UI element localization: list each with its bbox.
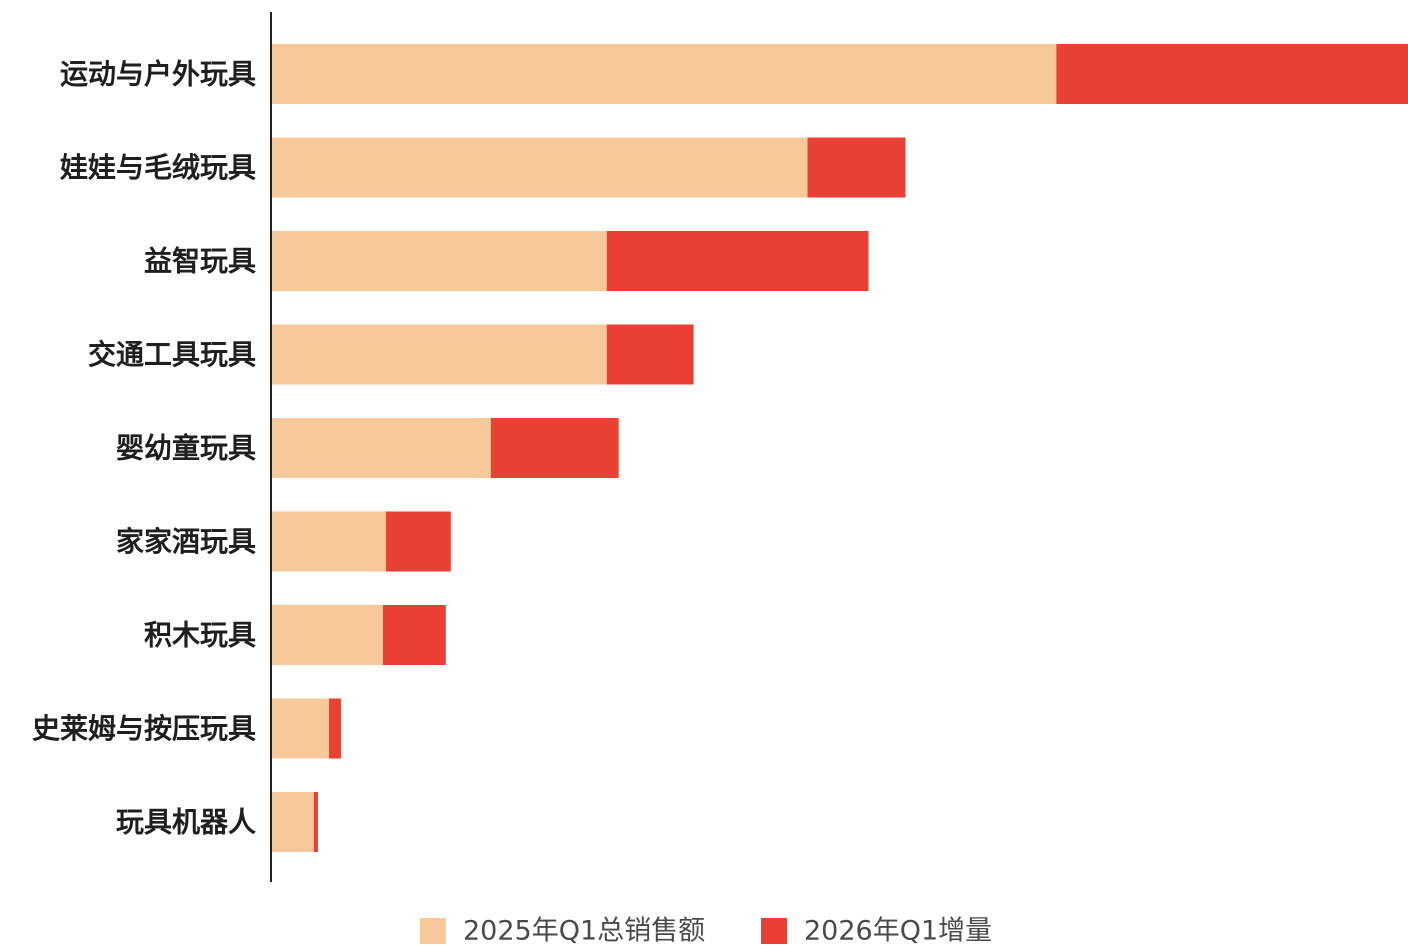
bar-increment-5	[385, 511, 451, 572]
category-label-7: 史莱姆与按压玩具	[32, 712, 256, 745]
bar-base-4	[271, 418, 491, 478]
category-label-8: 玩具机器人	[116, 806, 256, 839]
legend-swatch-1	[761, 918, 787, 944]
bar-increment-0	[1056, 44, 1408, 104]
bar-increment-7	[328, 698, 341, 759]
legend-label-0: 2025年Q1总销售额	[463, 916, 705, 947]
bar-base-0	[271, 44, 1057, 104]
category-label-6: 积木玩具	[144, 619, 256, 652]
bar-increment-4	[490, 418, 619, 478]
bar-increment-1	[807, 137, 906, 198]
bar-increment-8	[313, 792, 318, 852]
category-label-2: 益智玩具	[144, 245, 256, 278]
category-label-3: 交通工具玩具	[88, 338, 256, 371]
category-label-5: 家家酒玩具	[116, 525, 256, 558]
legend: 2025年Q1总销售额 2026年Q1增量	[420, 916, 992, 947]
bar-base-3	[271, 324, 607, 385]
legend-swatch-0	[420, 918, 446, 944]
bar-increment-3	[606, 324, 694, 385]
category-label-1: 娃娃与毛绒玩具	[60, 151, 256, 184]
legend-label-1: 2026年Q1增量	[804, 916, 992, 947]
bar-base-6	[271, 605, 383, 665]
bars-layer	[271, 44, 1408, 852]
category-label-4: 婴幼童玩具	[116, 432, 256, 465]
bar-base-1	[271, 137, 808, 198]
bar-base-2	[271, 231, 607, 291]
bar-base-7	[271, 698, 329, 759]
category-label-0: 运动与户外玩具	[60, 58, 256, 91]
bar-increment-2	[606, 231, 869, 291]
bar-base-8	[271, 792, 314, 852]
bar-base-5	[271, 511, 386, 572]
category-labels: 运动与户外玩具娃娃与毛绒玩具益智玩具交通工具玩具婴幼童玩具家家酒玩具积木玩具史莱…	[32, 58, 256, 839]
bar-increment-6	[382, 605, 446, 665]
